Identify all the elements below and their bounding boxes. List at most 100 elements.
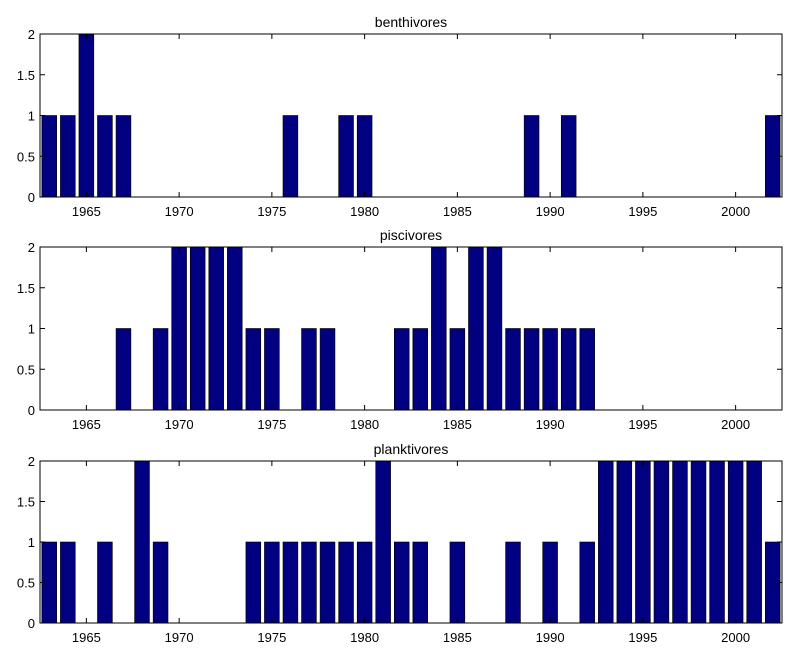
bar-1967 [115,115,132,198]
chart-title: planktivores [374,441,449,457]
bar-1980 [356,115,373,198]
axes-box [39,460,783,624]
bar-1986 [468,246,484,411]
bar-1993 [598,460,614,624]
bar-1996 [653,460,670,624]
bar-1982 [393,328,410,411]
bar-1984 [431,246,447,411]
axes-box [39,246,783,411]
x-tick-label: 1990 [536,204,565,219]
x-tick-label: 1980 [350,204,379,219]
x-tick-label: 1975 [257,417,286,432]
x-tick-label: 1970 [165,630,194,645]
x-tick-label: 1975 [257,204,286,219]
x-tick-label: 1980 [350,630,379,645]
y-tick-label: 1.5 [17,68,35,83]
x-tick-label: 2000 [721,204,750,219]
bar-1985 [449,541,466,624]
bar-1973 [227,246,243,411]
bar-1980 [356,541,373,624]
y-tick-label: 0.5 [17,149,35,164]
x-tick-label: 1970 [165,417,194,432]
x-tick-label: 1985 [443,417,472,432]
bar-2000 [727,460,744,624]
bar-1964 [60,115,76,198]
bar-1990 [542,541,558,624]
chart-2: 1965 1970 1975 1980 1985 1990 1995 2000 0 0.5 1 1.5… [17,441,783,645]
bar-1972 [208,246,224,411]
bar-1995 [635,460,651,624]
bar-1979 [338,541,354,624]
bar-1983 [412,541,428,624]
bar-1975 [264,541,280,624]
bar-1971 [189,246,206,411]
bar-1978 [319,541,336,624]
chart-title: benthivores [375,14,447,30]
x-tick-label: 2000 [721,417,750,432]
bar-1968 [134,460,150,624]
bar-1979 [338,115,354,198]
bar-1965 [78,33,95,198]
x-tick-label: 1995 [628,417,657,432]
y-tick-label: 1.5 [17,281,35,296]
bar-1998 [690,460,707,624]
chart-1: 1965 1970 1975 1980 1985 1990 1995 2000 0 0.5 1 1.5… [17,227,783,432]
y-tick-label: 0 [28,403,35,418]
x-tick-label: 1965 [72,417,101,432]
bar-1974 [245,541,262,624]
y-tick-label: 0 [28,190,35,205]
bar-1985 [449,328,466,411]
bar-1966 [97,115,113,198]
x-tick-label: 1995 [628,630,657,645]
bar-1991 [560,115,577,198]
bar-1974 [245,328,262,411]
bar-1966 [97,541,113,624]
y-tick-label: 0.5 [17,362,35,377]
y-tick-label: 2 [28,27,35,42]
bar-1990 [542,328,558,411]
x-tick-label: 1970 [165,204,194,219]
x-tick-label: 1975 [257,630,286,645]
bar-1988 [505,328,521,411]
x-tick-label: 1965 [72,204,101,219]
x-tick-label: 2000 [721,630,750,645]
y-tick-label: 2 [28,454,35,469]
bar-1981 [375,460,391,624]
y-tick-label: 0 [28,616,35,631]
bar-1989 [523,328,540,411]
y-tick-label: 2 [28,240,35,255]
x-tick-label: 1995 [628,204,657,219]
y-tick-label: 0.5 [17,576,35,591]
bar-1976 [282,541,299,624]
bar-1994 [616,460,633,624]
x-tick-label: 1990 [536,630,565,645]
bar-1967 [115,328,132,411]
bar-1977 [301,328,317,411]
x-tick-label: 1990 [536,417,565,432]
bar-2001 [746,460,762,624]
bar-1992 [579,328,595,411]
x-tick-label: 1985 [443,204,472,219]
x-tick-label: 1985 [443,630,472,645]
bar-1992 [579,541,595,624]
bar-1982 [393,541,410,624]
bar-1989 [523,115,540,198]
bar-1987 [486,246,503,411]
axes-box [39,33,783,198]
y-tick-label: 1 [28,322,35,337]
bar-1977 [301,541,317,624]
bar-1988 [505,541,521,624]
bar-1983 [412,328,428,411]
bar-1969 [152,541,169,624]
x-tick-label: 1965 [72,630,101,645]
bar-1970 [171,246,187,411]
bar-1964 [60,541,76,624]
y-tick-label: 1 [28,109,35,124]
bar-1975 [264,328,280,411]
bar-1997 [672,460,688,624]
y-tick-label: 1 [28,535,35,550]
bar-1976 [282,115,299,198]
bar-1969 [152,328,169,411]
bar-1999 [709,460,725,624]
